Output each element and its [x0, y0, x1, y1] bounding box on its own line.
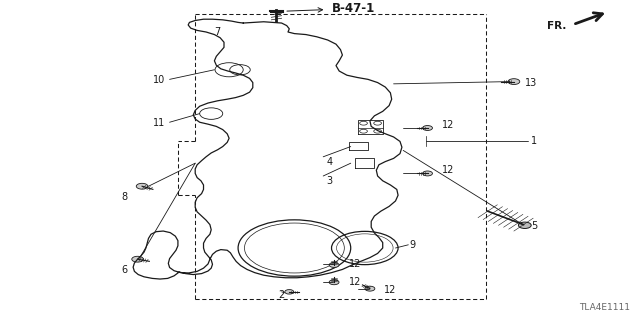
Text: 10: 10 — [153, 75, 165, 85]
Circle shape — [422, 125, 433, 131]
Text: 5: 5 — [531, 220, 538, 231]
Text: TLA4E1111: TLA4E1111 — [579, 303, 630, 312]
Text: B-47-1: B-47-1 — [332, 3, 375, 15]
Circle shape — [136, 183, 148, 189]
Text: FR.: FR. — [547, 20, 566, 31]
Text: 13: 13 — [525, 78, 537, 88]
Text: 8: 8 — [122, 192, 128, 202]
Text: 1: 1 — [531, 136, 538, 146]
Text: 4: 4 — [326, 156, 333, 167]
Text: 3: 3 — [326, 176, 333, 186]
Text: 2: 2 — [278, 290, 285, 300]
Text: 12: 12 — [349, 276, 361, 287]
Text: 12: 12 — [442, 120, 454, 130]
Circle shape — [285, 290, 294, 294]
Circle shape — [329, 262, 339, 268]
Circle shape — [422, 171, 433, 176]
Circle shape — [329, 280, 339, 285]
Text: 12: 12 — [384, 284, 396, 295]
Text: 12: 12 — [442, 164, 454, 175]
Text: 6: 6 — [122, 265, 128, 276]
Circle shape — [508, 79, 520, 84]
Circle shape — [365, 286, 375, 291]
Text: 12: 12 — [349, 259, 361, 269]
Circle shape — [518, 222, 531, 228]
Text: 9: 9 — [410, 240, 416, 250]
Text: 11: 11 — [153, 118, 165, 128]
Circle shape — [132, 256, 143, 262]
Text: 7: 7 — [214, 27, 221, 37]
